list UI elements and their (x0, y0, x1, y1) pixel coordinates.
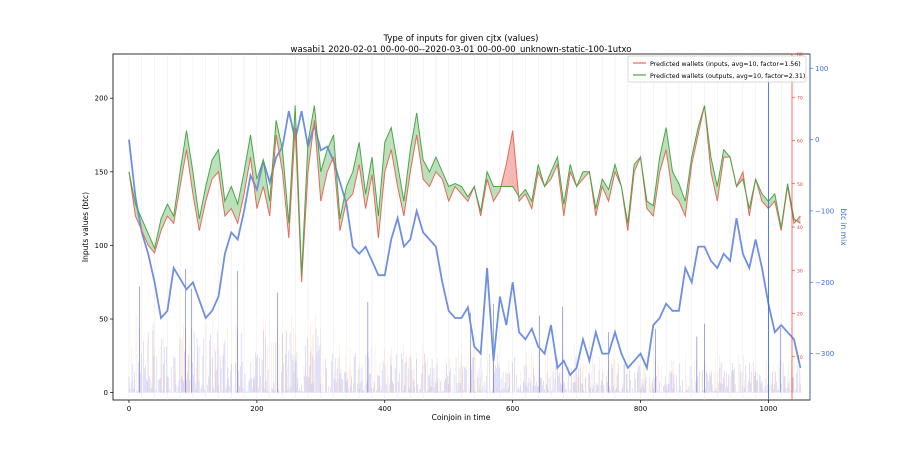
difference-fill-segment (506, 130, 513, 187)
y-tick-label-right-outer: −100 (815, 207, 834, 215)
difference-fill-segment (199, 186, 206, 231)
x-tick-label: 400 (378, 405, 391, 413)
legend-label-outputs: Predicted wallets (outputs, avg=10, fact… (650, 73, 805, 80)
x-tick-label: 0 (127, 405, 131, 413)
inputs-line (128, 105, 801, 283)
outputs-line (128, 105, 801, 275)
difference-fill-segment (186, 130, 193, 194)
difference-fill-segment (410, 112, 417, 172)
x-tick-label: 600 (506, 405, 519, 413)
y-tick-label-right-outer: −200 (815, 279, 834, 287)
difference-fill-segment (403, 149, 411, 216)
y-tick-label-right-outer: 0 (815, 136, 819, 144)
y-tick-label-left: 100 (95, 242, 108, 250)
difference-fill-segment (244, 134, 251, 194)
difference-fill-segment (672, 171, 679, 202)
btc-in-mix-line (128, 110, 802, 377)
legend-label-inputs: Predicted wallets (inputs, avg=10, facto… (650, 61, 801, 68)
x-tick-label: 200 (250, 405, 263, 413)
y-tick-label-right-inner: 30 (797, 268, 803, 274)
difference-fill-segment (429, 157, 436, 187)
difference-fill-segment (180, 130, 187, 187)
difference-fill-segment (231, 186, 238, 224)
difference-fill-segment (493, 186, 500, 202)
y-tick-label-right-inner: 20 (797, 312, 803, 318)
difference-fill-segment (678, 183, 686, 216)
y-tick-label-left: 50 (99, 316, 108, 324)
y-axis-label-right: btc in mix (839, 208, 848, 246)
difference-fill-segment (141, 218, 149, 246)
difference-fill-segment (461, 186, 468, 202)
y-tick-label-right-outer: −300 (815, 350, 834, 358)
difference-fill-segment (442, 171, 449, 202)
x-axis: 0 200 400 600 800 1000 (127, 400, 778, 413)
difference-fill-segment (666, 127, 673, 194)
difference-fill-segment (346, 171, 353, 202)
y-tick-label-right-outer: 100 (815, 65, 828, 73)
y-tick-label-right-inner: 70 (797, 95, 803, 101)
event-grid (128, 54, 795, 400)
y-tick-label-left: 150 (95, 168, 108, 176)
difference-fill-segment (224, 186, 232, 216)
y-axis-right-outer: 100 0 −100 −200 −300 (809, 54, 834, 400)
difference-fill-segment (205, 160, 213, 202)
y-tick-label-right-inner: 10 (797, 355, 803, 361)
difference-fill-segment (352, 142, 360, 194)
legend: Predicted wallets (inputs, avg=10, facto… (627, 55, 807, 83)
difference-fill-segment (365, 157, 372, 209)
x-tick-label: 800 (634, 405, 647, 413)
difference-fill-segment (659, 127, 667, 172)
series-lines (128, 74, 802, 400)
x-tick-label: 1000 (760, 405, 778, 413)
difference-fill-segment (276, 120, 283, 172)
chart-subtitle: wasabi1 2020-02-01 00-00-00--2020-03-01 … (291, 45, 632, 55)
difference-fill-segment (710, 157, 718, 202)
y-tick-label-left: 0 (104, 389, 108, 397)
difference-fill-segment (768, 193, 775, 209)
difference-fill-segment (423, 160, 430, 187)
y-tick-label-left: 200 (95, 95, 108, 103)
difference-fill-segment (212, 149, 219, 180)
input-value-bars (128, 268, 802, 393)
chart-title: Type of inputs for given cjtx (values) (383, 34, 539, 44)
difference-fill-segment (237, 171, 245, 224)
y-tick-label-right-inner: 80 (797, 52, 803, 58)
x-axis-label: Coinjoin in time (432, 413, 491, 422)
y-axis-right-inner: 10 20 30 40 50 60 70 80 (791, 52, 803, 400)
difference-fill-segment (397, 164, 404, 216)
difference-fill-segment (263, 160, 270, 216)
difference-fill-segment (416, 112, 424, 180)
y-axis-label-left: Inputs values (btc) (81, 192, 90, 262)
difference-fill-segment (320, 149, 328, 202)
y-tick-label-right-inner: 40 (797, 225, 803, 231)
difference-fill-segment (602, 179, 609, 202)
difference-fill-segment (167, 204, 174, 224)
y-tick-label-right-inner: 60 (797, 139, 803, 145)
y-tick-label-right-inner: 50 (797, 182, 803, 188)
difference-fill-segment (519, 189, 526, 202)
difference-fill-segment (250, 134, 257, 209)
y-axis-left: 0 50 100 150 200 (95, 95, 113, 397)
legend-box (627, 55, 807, 83)
difference-fill-segment (551, 157, 558, 180)
difference-fill-segment (391, 127, 398, 187)
difference-fill-segment (762, 193, 769, 209)
difference-fill-segment (160, 204, 168, 231)
